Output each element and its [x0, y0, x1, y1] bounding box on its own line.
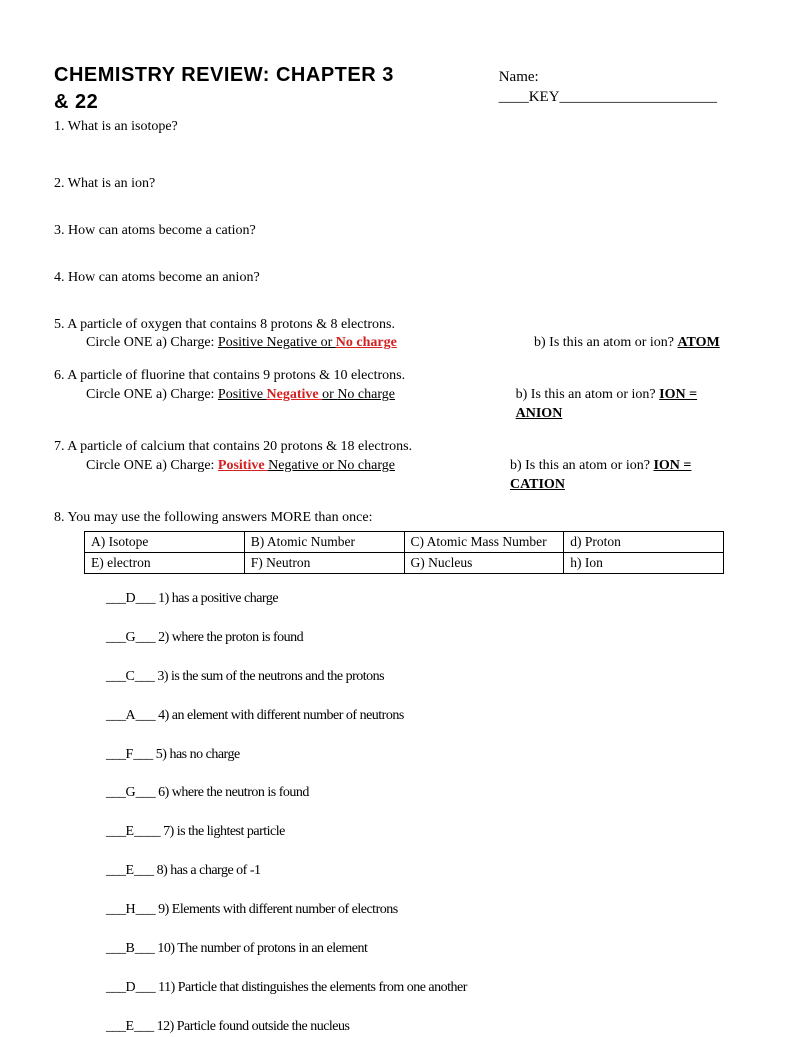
match-item: ___A___ 4) an element with different num… [54, 707, 737, 726]
q7-part-b: b) Is this an atom or ion? ION = CATION [510, 457, 737, 495]
q6-answer-charge: Negative [267, 387, 323, 402]
match-answer-letter: B [126, 941, 135, 956]
question-5: 5. A particle of oxygen that contains 8 … [54, 316, 737, 354]
question-2: 2. What is an ion? [54, 175, 737, 194]
question-7: 7. A particle of calcium that contains 2… [54, 438, 737, 495]
table-cell: C) Atomic Mass Number [404, 531, 564, 552]
match-item: ___D___ 1) has a positive charge [54, 590, 737, 609]
table-row: E) electron F) Neutron G) Nucleus h) Ion [85, 552, 724, 573]
match-answer-letter: D [126, 591, 136, 606]
match-item: ___H___ 9) Elements with different numbe… [54, 901, 737, 920]
match-answer-letter: E [126, 824, 135, 839]
match-item: ___F___ 5) has no charge [54, 746, 737, 765]
q6-part-b: b) Is this an atom or ion? ION = ANION [516, 386, 737, 424]
match-answer-letter: C [126, 669, 135, 684]
question-4: 4. How can atoms become an anion? [54, 269, 737, 288]
table-cell: B) Atomic Number [244, 531, 404, 552]
match-answer-letter: G [126, 785, 136, 800]
question-6: 6. A particle of fluorine that contains … [54, 367, 737, 424]
q6-part-a: Circle ONE a) Charge: Positive Negative … [54, 386, 516, 424]
q5-answer-charge: No charge [336, 335, 397, 350]
table-cell: G) Nucleus [404, 552, 564, 573]
match-item: ___E___ 12) Particle found outside the n… [54, 1018, 737, 1037]
q6-text: 6. A particle of fluorine that contains … [54, 367, 737, 386]
q5-text: 5. A particle of oxygen that contains 8 … [54, 316, 737, 335]
match-answer-letter: H [126, 902, 136, 917]
header-row: Chemistry Review: Chapter 3 & 22 Name: _… [54, 62, 737, 116]
match-item: ___B___ 10) The number of protons in an … [54, 940, 737, 959]
table-row: A) Isotope B) Atomic Number C) Atomic Ma… [85, 531, 724, 552]
page-title: Chemistry Review: Chapter 3 & 22 [54, 62, 409, 116]
question-1: 1. What is an isotope? [54, 118, 737, 137]
matching-list: ___D___ 1) has a positive charge ___G___ … [54, 590, 737, 1037]
match-answer-letter: E [126, 1019, 135, 1034]
name-field: Name: ____KEY_____________________ [499, 67, 737, 108]
table-cell: F) Neutron [244, 552, 404, 573]
match-item: ___G___ 2) where the proton is found [54, 629, 737, 648]
match-answer-letter: D [126, 980, 136, 995]
question-3: 3. How can atoms become a cation? [54, 222, 737, 241]
match-item: ___E____ 7) is the lightest particle [54, 823, 737, 842]
q5-part-b: b) Is this an atom or ion? ATOM [534, 334, 720, 353]
table-cell: E) electron [85, 552, 245, 573]
match-item: ___G___ 6) where the neutron is found [54, 784, 737, 803]
match-answer-letter: A [126, 708, 136, 723]
table-cell: A) Isotope [85, 531, 245, 552]
table-cell: d) Proton [564, 531, 724, 552]
q5-part-a: Circle ONE a) Charge: Positive Negative … [54, 334, 534, 353]
q7-part-a: Circle ONE a) Charge: Positive Negative … [54, 457, 510, 495]
answer-choice-table: A) Isotope B) Atomic Number C) Atomic Ma… [84, 531, 724, 574]
q5-answer-type: ATOM [677, 335, 719, 350]
match-answer-letter: G [126, 630, 136, 645]
match-answer-letter: E [126, 863, 135, 878]
match-item: ___E___ 8) has a charge of -1 [54, 862, 737, 881]
q7-answer-charge: Positive [218, 458, 268, 473]
match-item: ___D___ 11) Particle that distinguishes … [54, 979, 737, 998]
question-8-intro: 8. You may use the following answers MOR… [54, 509, 737, 528]
table-cell: h) Ion [564, 552, 724, 573]
match-item: ___C___ 3) is the sum of the neutrons an… [54, 668, 737, 687]
q7-text: 7. A particle of calcium that contains 2… [54, 438, 737, 457]
